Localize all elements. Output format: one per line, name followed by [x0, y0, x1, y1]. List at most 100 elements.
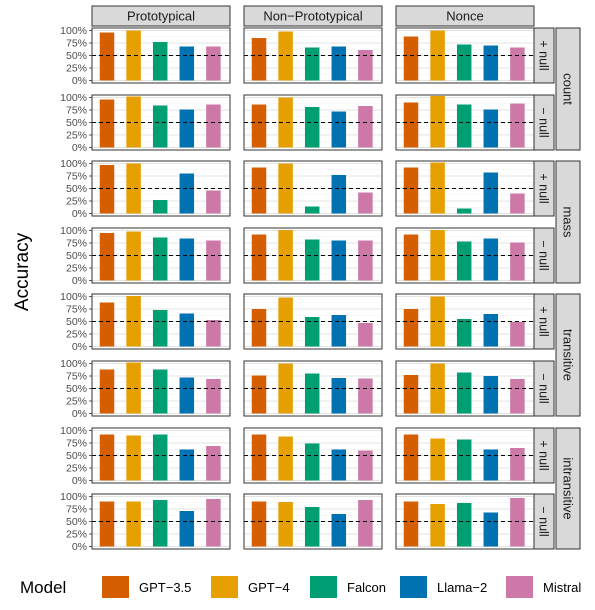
y-tick-label: 0%	[72, 275, 87, 287]
y-tick-label: 75%	[66, 171, 87, 183]
y-tick-label: 100%	[60, 25, 87, 37]
bar	[331, 175, 347, 214]
bar	[510, 322, 525, 347]
group-strip-label: mass	[561, 206, 576, 238]
bar	[403, 434, 419, 481]
bar	[278, 230, 293, 281]
y-tick-label: 25%	[66, 463, 87, 475]
column-strip	[91, 5, 231, 27]
legend-label: Falcon	[347, 580, 386, 595]
y-tick-label: 50%	[66, 117, 87, 129]
bar	[430, 230, 445, 281]
bar	[403, 501, 419, 547]
bar	[510, 103, 525, 148]
bar	[152, 500, 168, 547]
bar	[456, 44, 472, 81]
bar	[456, 104, 472, 148]
bar	[483, 238, 499, 281]
y-tick-label: 0%	[72, 208, 87, 220]
bar	[510, 448, 525, 481]
bar	[99, 501, 115, 547]
bar	[278, 163, 293, 214]
bar	[126, 163, 141, 214]
panel-border	[243, 360, 383, 417]
legend-key	[211, 576, 238, 598]
y-tick-label: 25%	[66, 529, 87, 541]
y-tick-label: 75%	[66, 304, 87, 316]
y-tick-label: 25%	[66, 63, 87, 75]
bar	[126, 231, 141, 281]
bar	[278, 97, 293, 148]
bar	[278, 502, 293, 547]
bar	[403, 234, 419, 281]
row-strip-label: + null	[537, 306, 551, 336]
bar	[126, 96, 141, 148]
bar	[358, 378, 373, 414]
y-tick-label: 50%	[66, 450, 87, 462]
group-strip-label: intransitive	[561, 457, 576, 519]
y-tick-label: 25%	[66, 396, 87, 408]
legend-label: GPT−3.5	[139, 580, 191, 595]
group-strip	[555, 160, 581, 284]
panel-border	[243, 493, 383, 550]
bar	[278, 363, 293, 414]
group-strip	[555, 27, 581, 151]
row-strip	[533, 493, 555, 550]
bar	[278, 297, 293, 347]
row-strip	[533, 94, 555, 151]
bar	[99, 233, 115, 281]
bar	[206, 379, 221, 414]
row-strip	[533, 160, 555, 217]
y-tick-label: 100%	[60, 491, 87, 503]
bar	[358, 192, 373, 214]
y-tick-label: 50%	[66, 316, 87, 328]
bar	[99, 434, 115, 481]
y-tick-label: 0%	[72, 408, 87, 420]
column-strip-label: Prototypical	[127, 9, 195, 24]
y-tick-label: 100%	[60, 425, 87, 437]
bar	[304, 317, 320, 347]
bar	[456, 208, 472, 214]
y-tick-label: 75%	[66, 371, 87, 383]
bar	[152, 310, 168, 347]
bar	[430, 504, 445, 547]
legend-label: Mistral	[543, 580, 581, 595]
bar	[251, 501, 267, 547]
column-strip-label: Non−Prototypical	[263, 9, 362, 24]
row-strip-label: − null	[537, 373, 551, 403]
panel-border	[243, 293, 383, 350]
y-tick-label: 100%	[60, 225, 87, 237]
bar	[456, 241, 472, 281]
row-strip-label: + null	[537, 440, 551, 470]
bar	[179, 377, 195, 414]
legend-title: Model	[20, 578, 66, 597]
row-strip-label: − null	[537, 240, 551, 270]
bar	[403, 375, 419, 414]
bar	[251, 434, 267, 481]
bar	[403, 167, 419, 214]
bar	[430, 162, 445, 214]
bar	[510, 47, 525, 81]
bar	[126, 362, 141, 414]
row-strip	[533, 293, 555, 350]
bar	[331, 46, 347, 81]
bar	[304, 443, 320, 481]
y-tick-label: 50%	[66, 250, 87, 262]
bar	[403, 102, 419, 148]
bar	[99, 369, 115, 414]
bar	[251, 104, 267, 148]
y-tick-label: 25%	[66, 196, 87, 208]
bar	[126, 501, 141, 547]
y-tick-label: 0%	[72, 475, 87, 487]
row-strip	[533, 427, 555, 484]
panel-border	[243, 94, 383, 151]
y-tick-label: 50%	[66, 183, 87, 195]
y-tick-label: 0%	[72, 75, 87, 87]
legend-label: Llama−2	[437, 580, 487, 595]
bar	[430, 438, 445, 481]
panel-border	[243, 160, 383, 217]
row-strip-label: + null	[537, 40, 551, 70]
y-tick-label: 50%	[66, 516, 87, 528]
bar	[403, 309, 419, 347]
panel-border	[243, 27, 383, 84]
